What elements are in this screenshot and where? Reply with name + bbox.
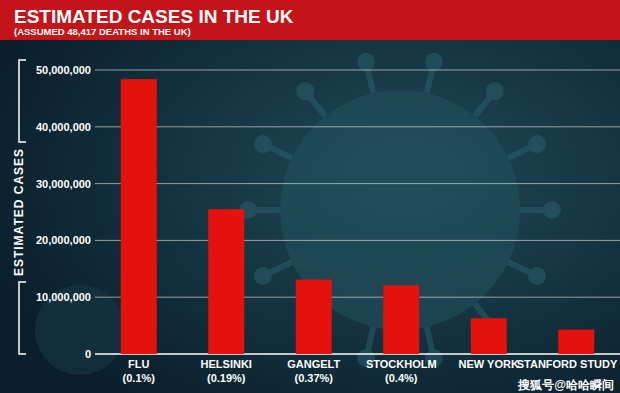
- grid-line: [95, 353, 620, 355]
- x-tick-label-line: GANGELT: [287, 358, 340, 370]
- grid-line: [95, 297, 620, 298]
- x-tick-label: FLU (0.1%): [123, 358, 156, 384]
- x-tick-label: NEW YORK: [459, 358, 519, 370]
- y-tick-label: 30,000,000: [36, 178, 91, 190]
- x-tick-label-line: STOCKHOLM: [366, 358, 437, 370]
- title-banner: [0, 0, 620, 40]
- y-tick-label: 50,000,000: [36, 64, 91, 76]
- virus-spike-head: [528, 267, 546, 285]
- subtitle: (ASSUMED 48,417 DEATHS IN THE UK): [14, 26, 191, 37]
- virus-spike-head: [254, 135, 272, 153]
- bar: [208, 209, 244, 354]
- virus-body: [35, 285, 125, 375]
- grid-line: [95, 240, 620, 241]
- virus-spike-head: [296, 82, 314, 100]
- chart: ESTIMATED CASES IN THE UK(ASSUMED 48,417…: [0, 0, 620, 393]
- grid-line: [95, 70, 620, 71]
- bar: [558, 330, 594, 354]
- x-tick-label: STOCKHOLM (0.4%): [366, 358, 437, 384]
- axis-bracket: [19, 60, 26, 142]
- y-tick-label: 0: [85, 348, 91, 360]
- x-tick-label-line: STANFORD STUDY: [517, 358, 618, 370]
- axis-bracket: [19, 282, 26, 354]
- x-tick-label-line: HELSINKI: [201, 358, 252, 370]
- virus-spike-head: [425, 53, 443, 71]
- background: [0, 0, 620, 393]
- y-tick-label: 40,000,000: [36, 121, 91, 133]
- bar: [121, 79, 157, 354]
- virus-spike-head: [254, 267, 272, 285]
- y-axis-title: ESTIMATED CASES: [12, 148, 26, 276]
- bar: [471, 318, 507, 354]
- virus-spike-head: [528, 135, 546, 153]
- title: ESTIMATED CASES IN THE UK: [14, 6, 294, 27]
- x-tick-label-line: (0.1%): [123, 372, 156, 384]
- watermark: 搜狐号@哈哈瞬间: [517, 378, 614, 392]
- x-tick-label: HELSINKI (0.19%): [201, 358, 252, 384]
- y-tick-label: 10,000,000: [36, 291, 91, 303]
- bar: [383, 285, 419, 354]
- x-tick-label: STANFORD STUDY: [517, 358, 618, 370]
- virus-decoration: [35, 53, 561, 375]
- bar: [296, 280, 332, 354]
- x-tick-label-line: (0.19%): [207, 372, 246, 384]
- virus-spike-head: [486, 82, 504, 100]
- x-tick-label-line: (0.4%): [385, 372, 418, 384]
- virus-spike-head: [357, 53, 375, 71]
- bars: [121, 79, 595, 354]
- y-tick-label: 20,000,000: [36, 234, 91, 246]
- virus-spike-head: [543, 201, 561, 219]
- x-tick-label-line: FLU: [128, 358, 149, 370]
- grid-line: [95, 183, 620, 184]
- x-tick-label: GANGELT (0.37%): [287, 358, 340, 384]
- x-tick-label-line: (0.37%): [294, 372, 333, 384]
- x-tick-label-line: NEW YORK: [459, 358, 519, 370]
- grid-line: [95, 126, 620, 127]
